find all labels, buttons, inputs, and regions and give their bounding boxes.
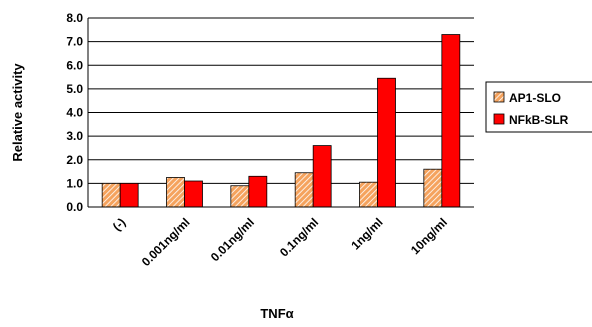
y-tick-label: 0.0 bbox=[66, 200, 83, 214]
bar-ap1-slo bbox=[359, 181, 378, 208]
x-tick-label: (-) bbox=[110, 215, 128, 233]
bar-ap1-slo bbox=[294, 172, 314, 208]
y-tick-label: 8.0 bbox=[66, 11, 83, 25]
bars bbox=[101, 34, 461, 208]
legend-swatch-ap1-slo bbox=[493, 91, 505, 103]
bar-ap1-slo bbox=[230, 185, 250, 208]
bar-nfkb-slr bbox=[184, 180, 203, 208]
legend-box bbox=[485, 81, 592, 133]
bar-nfkb-slr bbox=[441, 34, 461, 208]
bar-nfkb-slr bbox=[312, 145, 332, 208]
y-tick-label: 3.0 bbox=[66, 129, 83, 143]
y-tick-label: 5.0 bbox=[66, 82, 83, 96]
x-tick-label: 0.1ng/ml bbox=[277, 215, 321, 259]
x-tick-label: 1ng/ml bbox=[348, 215, 385, 252]
legend-label-ap1-slo: AP1-SLO bbox=[509, 91, 561, 105]
x-tick-label: 10ng/ml bbox=[408, 215, 450, 257]
legend-swatch-nfkb-slr bbox=[493, 113, 505, 125]
x-axis-title: TNFα bbox=[260, 306, 293, 321]
y-tick-labels: 0.0 1.0 2.0 3.0 4.0 5.0 6.0 7.0 8.0 bbox=[66, 11, 83, 214]
y-tick-label: 4.0 bbox=[66, 106, 83, 120]
legend: AP1-SLO NFkB-SLR bbox=[485, 81, 592, 133]
x-tick-label: 0.01ng/ml bbox=[208, 215, 257, 264]
y-tick-label: 2.0 bbox=[66, 153, 83, 167]
bar-ap1-slo bbox=[166, 177, 185, 208]
gridlines bbox=[88, 17, 474, 184]
bar-ap1-slo bbox=[101, 182, 121, 208]
bar-ap1-slo bbox=[423, 168, 443, 208]
legend-label-nfkb-slr: NFkB-SLR bbox=[509, 113, 569, 127]
y-tick-label: 1.0 bbox=[66, 176, 83, 190]
bar-nfkb-slr bbox=[248, 175, 268, 208]
x-tick-labels: (-) 0.001ng/ml 0.01ng/ml 0.1ng/ml 1ng/ml 10ng… bbox=[110, 215, 450, 269]
y-axis-title: Relative activity bbox=[10, 63, 25, 162]
bar-nfkb-slr bbox=[377, 77, 396, 208]
axes bbox=[87, 18, 474, 208]
y-tick-label: 6.0 bbox=[66, 58, 83, 72]
bar-nfkb-slr bbox=[119, 182, 139, 208]
y-tick-label: 7.0 bbox=[66, 35, 83, 49]
x-tick-label: 0.001ng/ml bbox=[139, 215, 193, 269]
